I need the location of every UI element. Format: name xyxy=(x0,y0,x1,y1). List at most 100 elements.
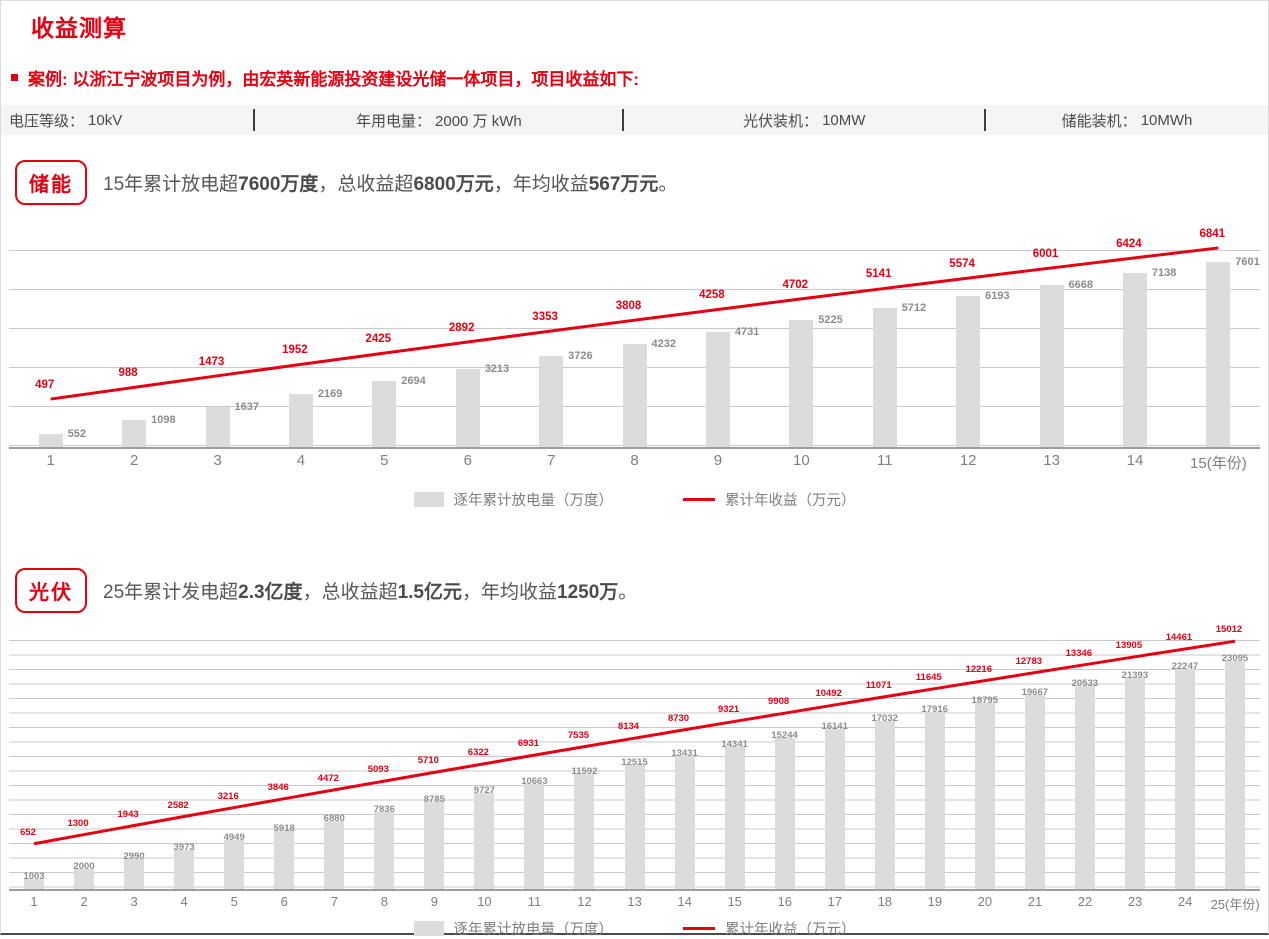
line-legend-swatch xyxy=(683,498,715,501)
legend-item-discharge: 逐年累计放电量（万度） xyxy=(413,489,613,510)
bar-value-label: 6880 xyxy=(323,813,345,824)
x-tick-label: 1 xyxy=(46,452,55,469)
bar-value-label: 3213 xyxy=(484,362,510,375)
pv-chart-x-axis: 1 2 3 4 5 6 7 8 9 10 11 12 13 14 15 16 17 18 19 20 21 22 23 24 2… xyxy=(9,894,1260,913)
bar-value-label: 18795 xyxy=(971,695,998,707)
line-value-label: 13905 xyxy=(1115,639,1143,651)
bar-value-label: 552 xyxy=(67,427,87,440)
x-tick-label: 20 xyxy=(977,894,993,909)
bar-value-label: 5225 xyxy=(818,313,843,326)
line-value-label: 14461 xyxy=(1165,631,1193,643)
line-value-label: 11071 xyxy=(865,679,892,691)
storage-chart-plot: 552 1098 1637 2169 2694 3213 3726 4232 4731 5225 5… xyxy=(9,228,1260,449)
line-value-label: 10492 xyxy=(815,687,842,699)
x-tick-label: 2 xyxy=(80,894,88,909)
x-tick-label: 15 xyxy=(727,894,742,909)
storage-summary: 15年累计放电超7600万度，总收益超6800万元，年均收益567万元。 xyxy=(103,174,678,195)
info-annual-usage-value: 2000 万 kWh xyxy=(435,112,522,130)
x-tick-label: 21 xyxy=(1027,894,1043,909)
x-tick-label: 25(年份) xyxy=(1210,897,1260,912)
bar-value-label: 20533 xyxy=(1071,678,1099,690)
info-annual-usage-label: 年用电量： xyxy=(356,112,432,130)
bar-value-label: 19667 xyxy=(1021,686,1049,698)
x-tick-label: 1 xyxy=(30,894,38,909)
line-value-label: 6931 xyxy=(517,738,539,750)
line-value-label: 6841 xyxy=(1199,227,1226,240)
line-value-label: 3353 xyxy=(532,311,558,324)
line-value-label: 988 xyxy=(118,367,138,380)
bar-value-label: 9727 xyxy=(473,784,495,796)
x-tick-label: 9 xyxy=(713,452,723,469)
x-tick-label: 6 xyxy=(280,894,288,909)
bar-year-10 xyxy=(789,319,814,447)
project-info-bar: 电压等级： 10kV 年用电量： 2000 万 kWh 光伏装机： 10MW 储… xyxy=(1,105,1268,135)
bar-year-11 xyxy=(524,783,545,889)
legend-label: 累计年收益（万元） xyxy=(725,922,856,938)
info-divider xyxy=(984,109,987,131)
x-tick-label: 12 xyxy=(577,894,592,909)
bar-year-24 xyxy=(1174,669,1195,889)
line-value-label: 5574 xyxy=(949,258,975,271)
storage-chart-legend: 逐年累计放电量（万度） 累计年收益（万元） xyxy=(1,489,1268,510)
info-storage-capacity-value: 10MWh xyxy=(1140,111,1193,129)
bar-value-label: 1098 xyxy=(151,414,176,427)
bar-value-label: 21393 xyxy=(1121,669,1149,681)
x-tick-label: 13 xyxy=(1043,452,1060,469)
line-value-label: 8134 xyxy=(617,721,640,733)
info-divider xyxy=(253,109,256,131)
bar-year-21 xyxy=(1024,694,1045,889)
bar-year-6 xyxy=(274,830,295,889)
bar-year-18 xyxy=(874,720,895,889)
x-tick-label: 16 xyxy=(777,894,792,909)
bar-year-22 xyxy=(1074,686,1095,889)
info-pv-capacity-label: 光伏装机： xyxy=(743,112,819,130)
bar-year-14 xyxy=(1122,273,1147,447)
pv-chart-plot: 1003 2000 2990 3973 4949 5918 6880 7836 8785 9727… xyxy=(9,624,1260,891)
line-value-label: 15012 xyxy=(1215,624,1243,636)
x-tick-label: 23 xyxy=(1127,894,1143,909)
line-value-label: 3216 xyxy=(217,790,239,802)
x-tick-label: 10 xyxy=(793,452,810,469)
bar-year-7 xyxy=(324,821,345,889)
x-tick-label: 11 xyxy=(527,894,542,909)
legend-item-discharge: 逐年累计放电量（万度） xyxy=(413,918,613,939)
bar-year-9 xyxy=(424,802,445,889)
line-value-label: 6322 xyxy=(467,746,489,758)
revenue-trend-line xyxy=(33,639,1236,846)
bar-value-label: 4731 xyxy=(734,325,760,338)
bar-value-label: 4949 xyxy=(223,832,245,844)
x-tick-label: 7 xyxy=(330,894,338,909)
x-tick-label: 3 xyxy=(130,894,138,909)
bar-value-label: 2000 xyxy=(73,861,95,873)
bar-value-label: 17032 xyxy=(871,712,898,724)
line-value-label: 12783 xyxy=(1015,655,1043,667)
x-tick-label: 17 xyxy=(827,894,842,909)
x-tick-label: 24 xyxy=(1177,894,1193,909)
info-voltage-label: 电压等级： xyxy=(9,112,85,130)
x-tick-label: 4 xyxy=(180,894,188,909)
bar-value-label: 12515 xyxy=(621,757,648,769)
line-legend-swatch xyxy=(683,927,715,930)
x-tick-label: 7 xyxy=(546,452,556,469)
line-value-label: 12216 xyxy=(965,663,992,675)
line-value-label: 5093 xyxy=(367,764,389,776)
info-annual-usage: 年用电量： 2000 万 kWh xyxy=(255,110,622,131)
line-value-label: 8730 xyxy=(667,712,690,724)
bar-value-label: 8785 xyxy=(423,794,445,806)
bar-year-12 xyxy=(574,774,595,889)
line-value-label: 2892 xyxy=(448,321,475,334)
x-tick-label: 9 xyxy=(430,894,439,909)
bar-year-19 xyxy=(924,711,945,889)
bar-year-25 xyxy=(1224,660,1245,889)
bar-value-label: 5918 xyxy=(273,822,295,834)
info-divider xyxy=(622,109,625,131)
x-tick-label: 13 xyxy=(627,894,642,909)
line-value-label: 1943 xyxy=(117,808,139,820)
bar-value-label: 1003 xyxy=(23,871,45,883)
info-storage-capacity-label: 储能装机： xyxy=(1061,112,1137,130)
bar-year-8 xyxy=(622,343,647,447)
pv-chart-legend: 逐年累计放电量（万度） 累计年收益（万元） xyxy=(1,918,1268,939)
bar-year-2 xyxy=(122,420,147,447)
revenue-trend-line xyxy=(50,246,1219,401)
